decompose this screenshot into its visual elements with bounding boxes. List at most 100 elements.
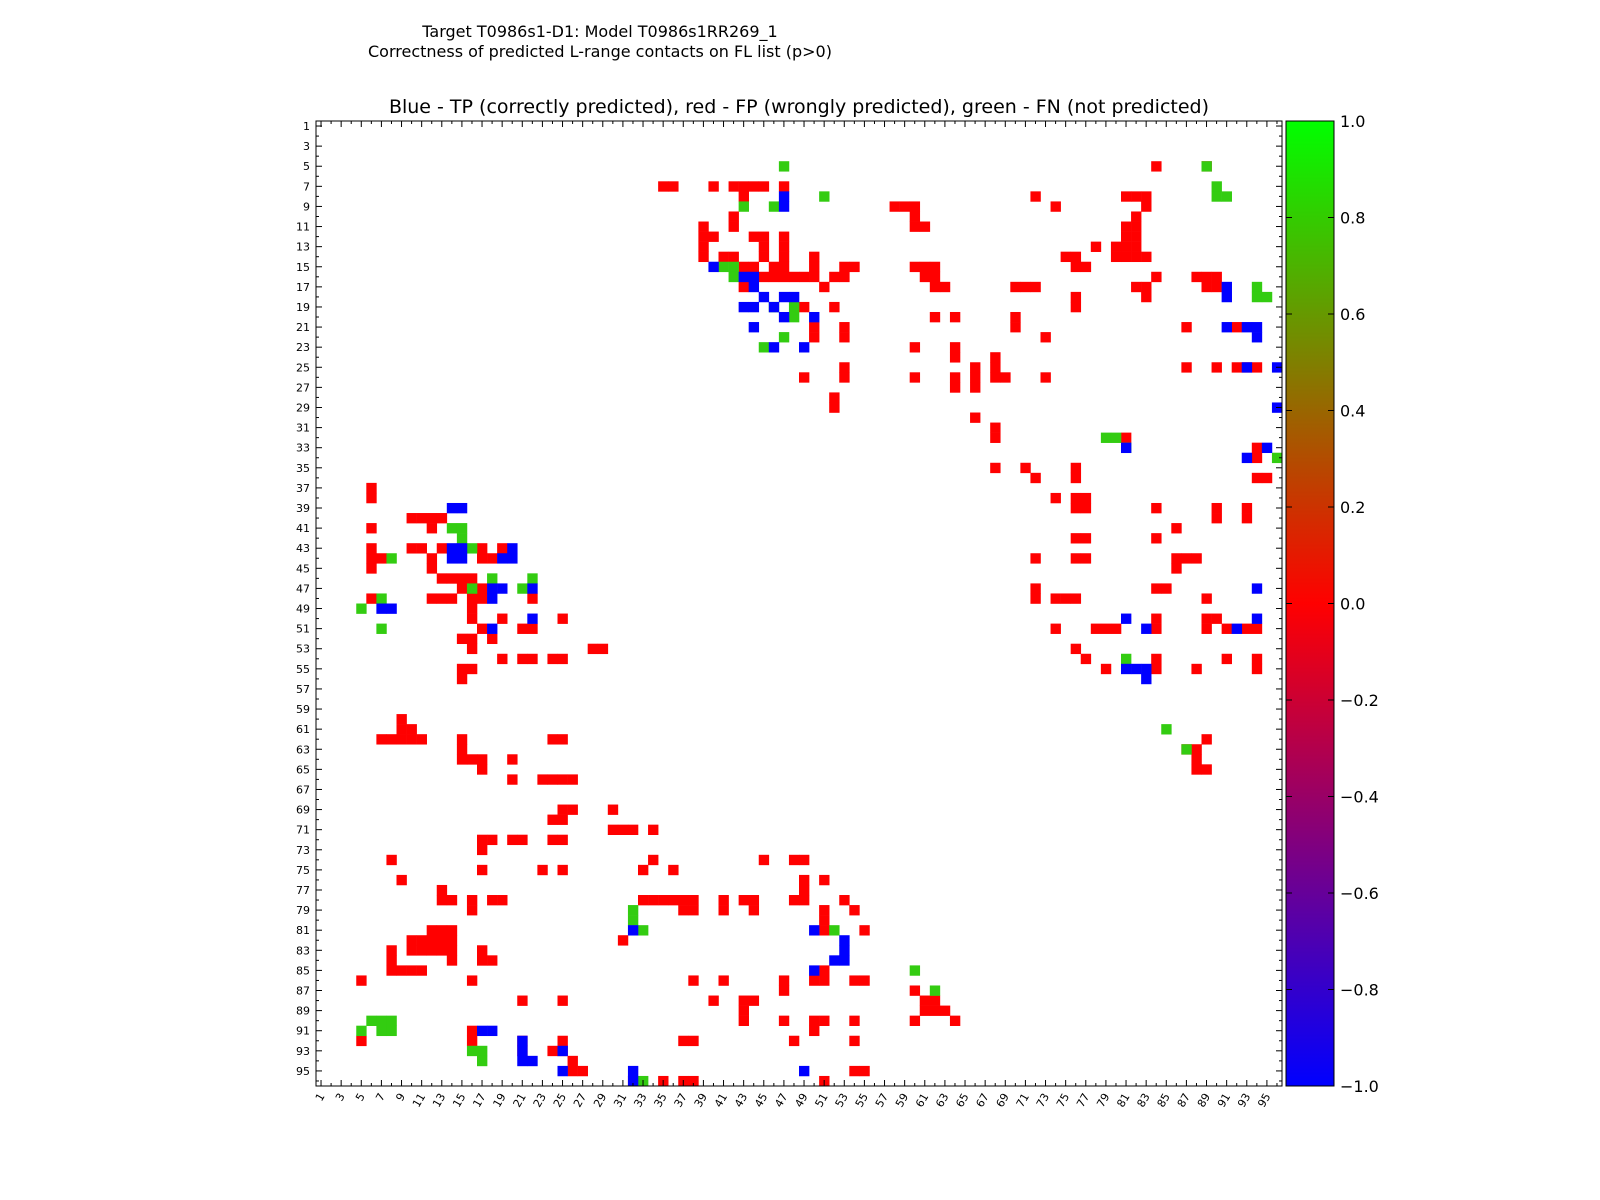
- fp-cell: [426, 523, 438, 534]
- fp-cell: [456, 744, 468, 755]
- tp-cell: [627, 1075, 639, 1087]
- tp-cell: [708, 261, 719, 273]
- fp-cell: [436, 925, 448, 936]
- y-tick-label: 15: [296, 261, 310, 274]
- fp-cell: [477, 945, 488, 956]
- fp-cell: [819, 915, 830, 926]
- fp-cell: [1191, 744, 1202, 755]
- tp-cell: [507, 543, 518, 554]
- fp-cell: [396, 874, 407, 886]
- y-tick-label: 37: [296, 482, 310, 495]
- fp-cell: [517, 623, 528, 634]
- fp-cell: [1020, 462, 1031, 474]
- tp-cell: [517, 1045, 528, 1057]
- fp-cell: [426, 945, 438, 956]
- fp-cell: [497, 543, 508, 554]
- fp-cell: [809, 1015, 820, 1026]
- fp-cell: [406, 734, 417, 745]
- fp-cell: [778, 985, 790, 996]
- fp-cell: [1121, 191, 1132, 202]
- tp-cell: [376, 603, 387, 614]
- fp-cell: [799, 301, 810, 313]
- tp-cell: [799, 1065, 810, 1077]
- x-tick-label: 83: [1134, 1091, 1152, 1110]
- colorbar-tick-label: 0.6: [1340, 305, 1365, 324]
- fn-cell: [718, 261, 729, 273]
- fp-cell: [436, 573, 448, 584]
- y-tick-label: 47: [296, 582, 310, 595]
- fp-cell: [1251, 472, 1263, 484]
- fp-cell: [859, 925, 870, 936]
- fp-cell: [1030, 583, 1041, 594]
- fp-cell: [1251, 653, 1263, 665]
- tp-cell: [446, 502, 458, 514]
- fp-cell: [809, 975, 820, 986]
- fp-cell: [547, 1045, 558, 1057]
- fn-cell: [1221, 191, 1232, 202]
- fp-cell: [477, 543, 488, 554]
- fp-cell: [788, 895, 800, 906]
- x-tick-label: 31: [611, 1091, 629, 1110]
- fp-cell: [819, 965, 830, 976]
- fp-cell: [487, 633, 498, 645]
- fp-cell: [778, 261, 790, 273]
- fp-cell: [466, 643, 478, 655]
- y-tick-label: 49: [296, 603, 310, 616]
- fp-cell: [778, 251, 790, 263]
- fp-cell: [537, 864, 548, 876]
- y-tick-label: 71: [296, 824, 310, 837]
- y-tick-label: 61: [296, 723, 310, 736]
- tp-cell: [1251, 613, 1263, 624]
- fp-cell: [477, 553, 488, 564]
- fp-cell: [688, 1075, 699, 1087]
- fn-cell: [819, 191, 830, 202]
- fp-cell: [859, 975, 870, 986]
- tp-cell: [1221, 322, 1232, 333]
- fn-cell: [466, 1045, 478, 1057]
- tp-cell: [799, 342, 810, 353]
- y-axis: 1357911131517192123252729313335373941434…: [296, 120, 1282, 1082]
- x-tick-label: 75: [1054, 1091, 1072, 1110]
- fn-cell: [1251, 291, 1263, 303]
- fp-cell: [436, 935, 448, 946]
- fp-cell: [648, 854, 659, 866]
- fp-cell: [718, 251, 729, 263]
- fp-cell: [366, 523, 377, 534]
- fp-cell: [1151, 613, 1162, 624]
- fp-cell: [1080, 553, 1092, 564]
- fp-cell: [738, 995, 749, 1006]
- fp-cell: [1141, 281, 1152, 293]
- fn-cell: [627, 905, 639, 916]
- x-tick-label: 95: [1255, 1091, 1273, 1110]
- fp-cell: [728, 211, 739, 222]
- fp-cell: [1070, 533, 1082, 544]
- fp-cell: [708, 995, 719, 1006]
- fp-cell: [909, 342, 921, 353]
- tp-cell: [788, 291, 800, 303]
- fn-cell: [788, 311, 800, 323]
- x-tick-label: 15: [450, 1091, 468, 1110]
- fn-cell: [829, 925, 840, 936]
- fp-cell: [728, 251, 739, 263]
- fp-cell: [970, 372, 981, 383]
- fp-cell: [658, 181, 669, 192]
- fp-cell: [919, 261, 931, 273]
- fp-cell: [738, 1005, 749, 1016]
- fp-cell: [1080, 492, 1092, 504]
- y-tick-label: 5: [303, 160, 310, 173]
- tp-cell: [738, 301, 749, 313]
- y-tick-label: 1: [303, 120, 310, 133]
- fp-cell: [557, 814, 568, 825]
- fp-cell: [1151, 653, 1162, 665]
- fp-cell: [839, 261, 850, 273]
- fp-cell: [436, 593, 448, 604]
- fn-cell: [477, 1045, 488, 1057]
- fp-cell: [658, 895, 669, 906]
- fp-cell: [597, 643, 609, 655]
- fp-cell: [919, 221, 931, 232]
- x-tick-label: 37: [672, 1091, 690, 1110]
- fn-cell: [356, 1025, 367, 1037]
- x-tick-label: 35: [651, 1091, 669, 1110]
- fp-cell: [1110, 241, 1122, 252]
- x-tick-label: 65: [953, 1091, 971, 1110]
